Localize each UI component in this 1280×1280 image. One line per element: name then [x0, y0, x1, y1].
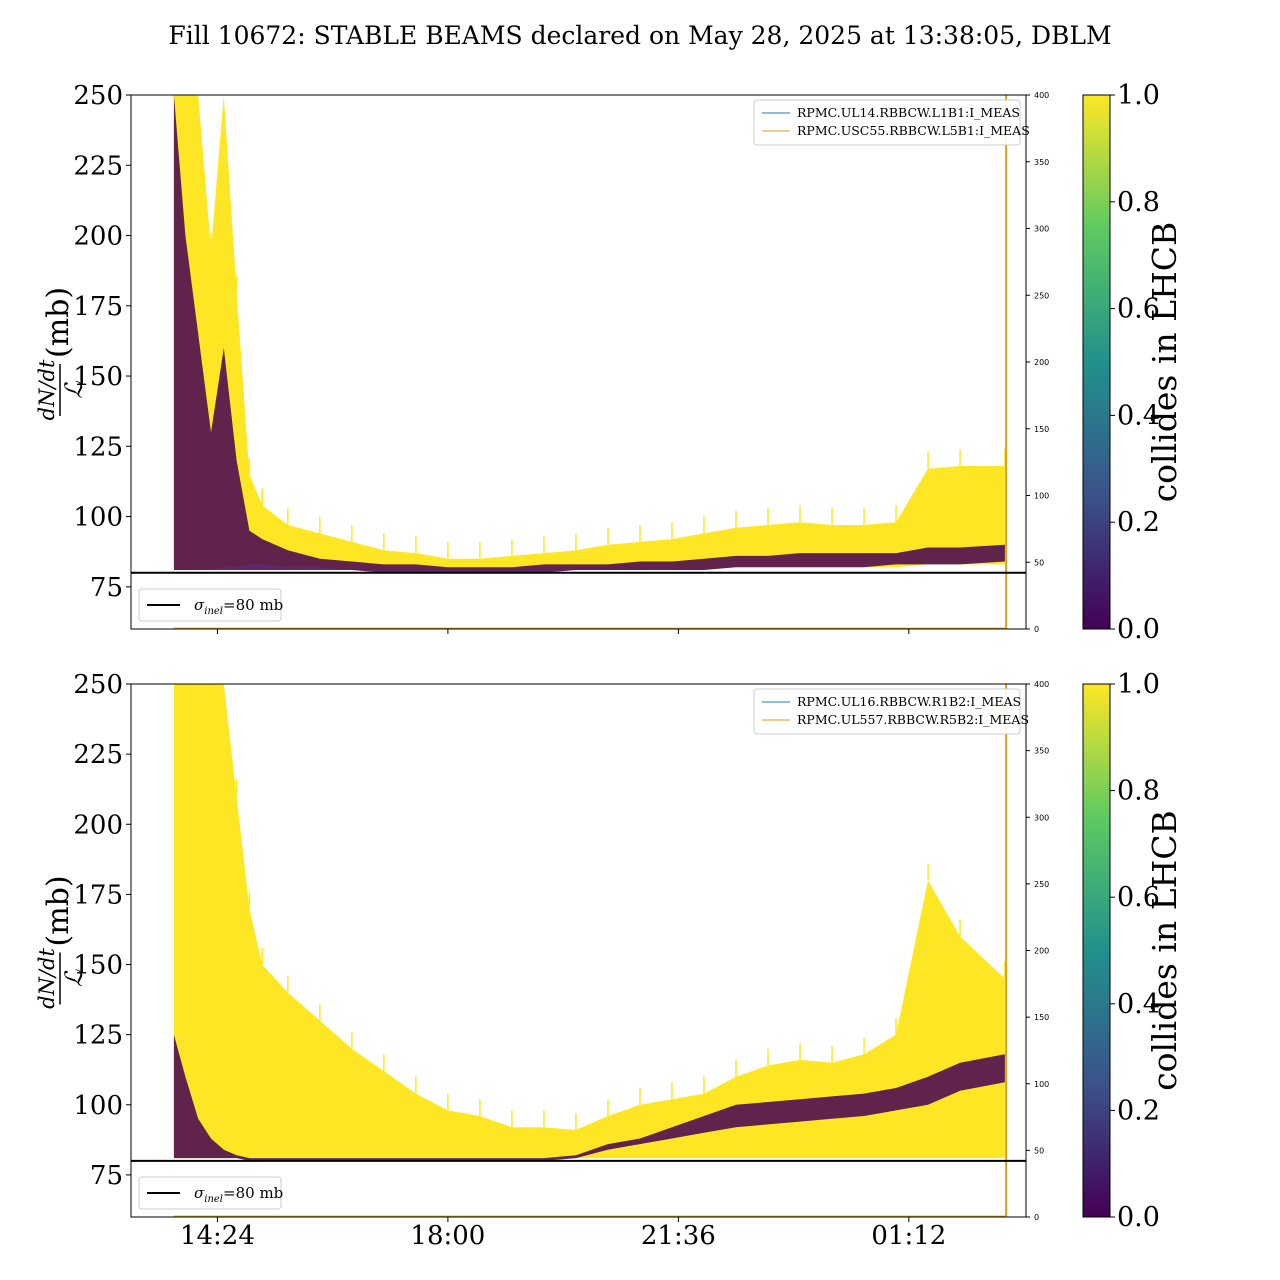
sigma-symbol: σ [194, 596, 205, 614]
reference-legend-top: σinel=80 mb [138, 588, 283, 622]
right-tick-label: 150 [1034, 425, 1049, 434]
right-tick-label: 350 [1034, 158, 1049, 167]
right-tick-label: 200 [1034, 358, 1049, 367]
xtick-label: 18:00 [410, 1221, 485, 1251]
ylabel-numerator: dN/dt [35, 948, 59, 1009]
ytick-label: 175 [73, 292, 123, 322]
colorbar-tick-label: 0.2 [1117, 1095, 1160, 1126]
xtick-label: 21:36 [641, 1221, 716, 1251]
colorbar-tick-label: 0.4 [1117, 400, 1160, 431]
colorbar-tick-label: 0.0 [1117, 614, 1160, 645]
ytick-label: 100 [73, 503, 123, 533]
ytick-label: 150 [73, 951, 123, 981]
reference-legend-label: σinel=80 mb [194, 1184, 283, 1205]
colorbar-tick-label: 0.0 [1117, 1202, 1160, 1233]
colorbar-tick-label: 0.8 [1117, 187, 1160, 218]
legend-box [753, 688, 1021, 735]
y-axis-label-bottom: dN/dt ℒ (mb) [35, 875, 88, 1008]
sigma-subscript: inel [204, 606, 223, 617]
sigma-subscript: inel [204, 1194, 223, 1205]
sigma-symbol: σ [194, 1184, 205, 1202]
ytick-label: 175 [73, 880, 123, 910]
series-legend-bottom: RPMC.UL16.RBBCW.R1B2:I_MEAS RPMC.UL557.RB… [753, 688, 1029, 735]
ytick-label: 250 [73, 81, 123, 111]
ytick-label: 75 [90, 573, 123, 603]
colorbar-tick-label: 0.2 [1117, 507, 1160, 538]
xtick-label: 14:24 [180, 1221, 255, 1251]
band-collides-bottom [173, 684, 1005, 1159]
right-tick-label: 100 [1034, 1080, 1049, 1089]
ylabel-unit: (mb) [41, 287, 76, 358]
legend-entry: RPMC.UL14.RBBCW.L1B1:I_MEAS [797, 105, 1020, 120]
ytick-label: 75 [90, 1161, 123, 1191]
right-tick-label: 250 [1034, 291, 1049, 300]
right-tick-label: 350 [1034, 747, 1049, 756]
ylabel-unit: (mb) [41, 875, 76, 946]
reference-legend-label: σinel=80 mb [194, 596, 283, 617]
legend-box [138, 588, 282, 622]
colorbar-gradient [1082, 94, 1111, 630]
panels: 75 100 125 150 175 200 225 250 0 50 100 150 200 250 30… [35, 80, 1184, 1251]
reference-legend-bottom: σinel=80 mb [138, 1176, 283, 1210]
right-tick-label: 300 [1034, 813, 1049, 822]
colorbar-label: collides in LHCB [1145, 222, 1184, 503]
legend-entry: RPMC.UL16.RBBCW.R1B2:I_MEAS [797, 694, 1021, 709]
right-tick-label: 50 [1034, 1146, 1044, 1155]
colorbar-gradient [1082, 683, 1111, 1218]
plot-area-bottom [173, 684, 1008, 1217]
ytick-label: 125 [73, 1021, 123, 1051]
colorbar-label: collides in LHCB [1145, 810, 1184, 1091]
ytick-label: 250 [73, 670, 123, 700]
reference-value: =80 mb [223, 596, 283, 614]
colorbar-tick-label: 0.8 [1117, 776, 1160, 807]
xtick-label: 01:12 [871, 1221, 946, 1251]
right-tick-label: 400 [1034, 680, 1049, 689]
legend-box [753, 99, 1021, 146]
ytick-label: 225 [73, 740, 123, 770]
right-tick-label: 200 [1034, 947, 1049, 956]
colorbar-tick-label: 0.4 [1117, 989, 1160, 1020]
colorbar-bottom: 0.0 0.2 0.4 0.6 0.8 1.0 collides in LHCB [1082, 669, 1184, 1233]
ytick-label: 225 [73, 151, 123, 181]
right-tick-label: 100 [1034, 492, 1049, 501]
ytick-label: 125 [73, 432, 123, 462]
right-tick-label: 50 [1034, 558, 1044, 567]
colorbar-tick-label: 1.0 [1117, 669, 1160, 700]
legend-entry: RPMC.UL557.RBBCW.R5B2:I_MEAS [797, 712, 1029, 727]
y-axis-label-top: dN/dt ℒ (mb) [35, 287, 88, 420]
ytick-label: 100 [73, 1091, 123, 1121]
legend-entry: RPMC.USC55.RBBCW.L5B1:I_MEAS [797, 123, 1030, 138]
ylabel-numerator: dN/dt [35, 359, 59, 420]
colorbar-tick-label: 0.6 [1117, 882, 1160, 913]
right-tick-label: 250 [1034, 880, 1049, 889]
band-not-colliding-top [173, 95, 1005, 573]
right-tick-label: 400 [1034, 91, 1049, 100]
panel-bottom: 75 100 125 150 175 200 225 250 0 50 100 150 200 250 30… [35, 669, 1184, 1251]
band-not-colliding-bottom [173, 1034, 1005, 1161]
ylabel-denominator: ℒ [60, 969, 88, 987]
ylabel-denominator: ℒ [60, 381, 88, 399]
colorbar-tick-label: 1.0 [1117, 80, 1160, 111]
panel-top: 75 100 125 150 175 200 225 250 0 50 100 150 200 250 30… [35, 80, 1184, 645]
chart-title: Fill 10672: STABLE BEAMS declared on May… [168, 21, 1111, 50]
band-collides-top [173, 95, 1005, 570]
right-tick-label: 300 [1034, 225, 1049, 234]
ytick-label: 150 [73, 362, 123, 392]
plot-area-top [173, 95, 1008, 629]
reference-value: =80 mb [223, 1184, 283, 1202]
colorbar-top: 0.0 0.2 0.4 0.6 0.8 1.0 collides in LHCB [1082, 80, 1184, 645]
ytick-label: 200 [73, 810, 123, 840]
series-legend-top: RPMC.UL14.RBBCW.L1B1:I_MEAS RPMC.USC55.RB… [753, 99, 1030, 146]
colorbar-tick-label: 0.6 [1117, 294, 1160, 325]
ytick-label: 200 [73, 222, 123, 252]
right-tick-label: 0 [1034, 1213, 1039, 1222]
right-tick-label: 150 [1034, 1013, 1049, 1022]
right-tick-label: 0 [1034, 625, 1039, 634]
legend-box [138, 1176, 282, 1210]
